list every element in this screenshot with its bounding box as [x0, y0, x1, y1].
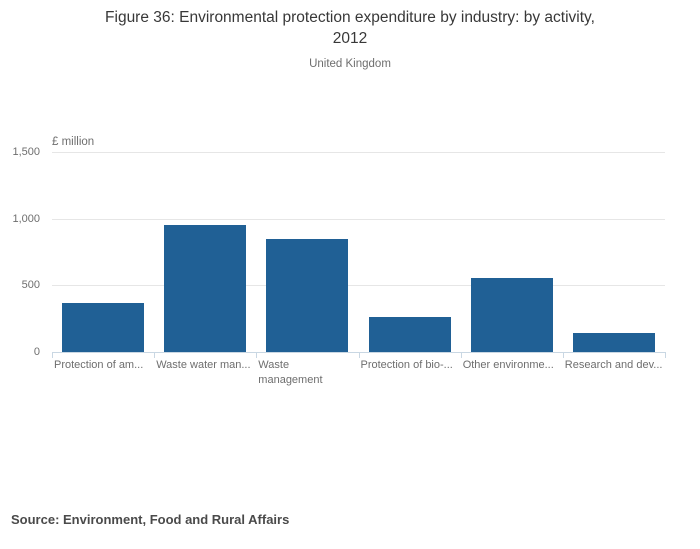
x-axis-tick — [52, 352, 53, 358]
y-axis-tick-label-0: 0 — [33, 346, 40, 358]
x-axis-label-research-and-dev: Research and dev... — [565, 358, 671, 373]
x-axis-label-line: Protection of bio-... — [360, 359, 453, 371]
figure-title-line1: Figure 36: Environmental protection expe… — [105, 9, 595, 26]
figure-title-line2: 2012 — [332, 30, 368, 47]
x-axis-tick — [154, 352, 156, 358]
gridline-500 — [52, 285, 665, 287]
x-axis-tick — [562, 352, 564, 358]
x-axis-tick — [460, 352, 462, 358]
bar-waste-management[interactable] — [266, 238, 349, 352]
x-axis-tick — [358, 352, 360, 358]
x-axis-label-line: Research and dev... — [564, 359, 663, 371]
figure-subtitle: United Kingdom — [309, 58, 391, 70]
bar-protection-of-bio[interactable] — [368, 317, 451, 352]
x-axis-label-protection-of-bio: Protection of bio-... — [361, 358, 467, 373]
gridline-1000 — [52, 218, 665, 220]
y-axis-tick-label-1000: 1,000 — [12, 212, 40, 225]
bar-waste-water-man[interactable] — [164, 224, 247, 352]
y-axis-unit-label: £ million — [52, 136, 95, 148]
x-axis-tick — [665, 352, 666, 358]
x-axis-label-waste-water-man: Waste water man... — [156, 358, 262, 373]
y-axis-tick-label-500: 500 — [21, 279, 40, 292]
x-axis-label-line: Protection of am... — [54, 359, 144, 371]
x-axis-label-other-environme: Other environme... — [463, 358, 569, 373]
x-axis-label-line: Waste water man... — [156, 359, 251, 371]
x-axis-label-waste-management: Waste management — [258, 358, 364, 388]
x-axis-label-line: Other environme... — [462, 359, 554, 371]
bar-protection-of-am[interactable] — [62, 303, 145, 352]
x-axis-tick — [256, 352, 258, 358]
bar-research-and-dev[interactable] — [572, 332, 655, 352]
y-axis-tick-label-1500: 1,500 — [12, 146, 40, 158]
x-axis-label-line: Waste — [258, 359, 290, 371]
source-note: Source: Environment, Food and Rural Affa… — [11, 512, 290, 527]
figure-title: Figure 36: Environmental protection expe… — [0, 7, 700, 49]
bar-other-environme[interactable] — [470, 278, 553, 352]
x-axis-label-line: management — [258, 374, 323, 386]
x-axis-label-protection-of-am: Protection of am... — [54, 358, 160, 373]
gridline-1500 — [52, 152, 665, 153]
